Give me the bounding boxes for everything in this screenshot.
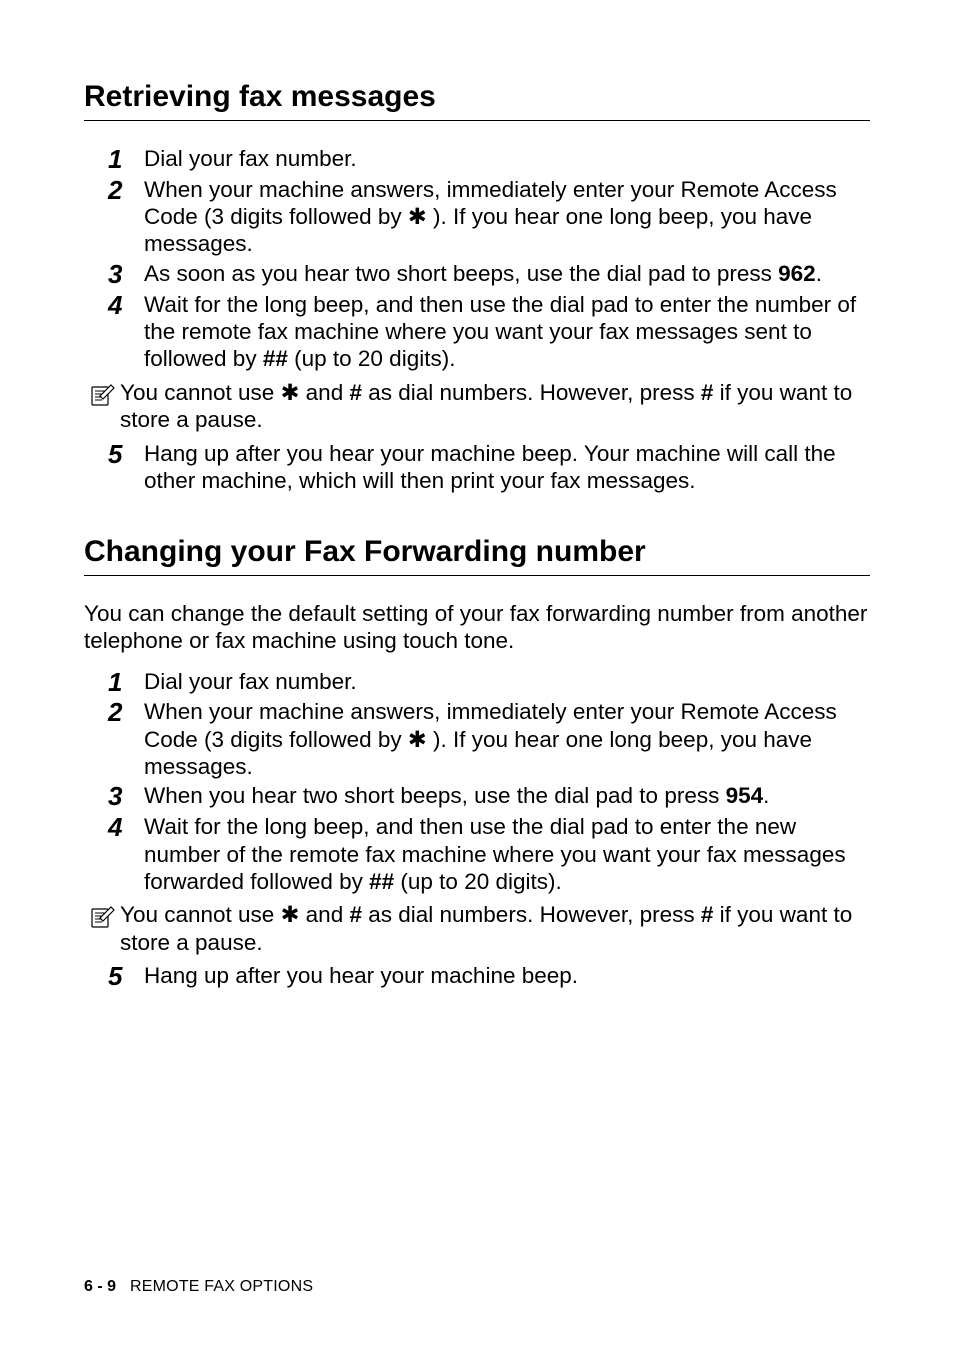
steps-list-2-cont: 5 Hang up after you hear your machine be… [108, 962, 870, 991]
star-symbol: ✱ [408, 727, 427, 752]
code-text: 962 [778, 261, 816, 286]
step-2-4: 4 Wait for the long beep, and then use t… [108, 813, 870, 895]
step-text: When your machine answers, immediately e… [144, 698, 870, 780]
note-text: You cannot use ✱ and # as dial numbers. … [120, 379, 870, 434]
step-2-2: 2 When your machine answers, immediately… [108, 698, 870, 780]
step-number: 2 [108, 176, 144, 205]
chapter-title: REMOTE FAX OPTIONS [130, 1278, 313, 1295]
hash-symbol: # [701, 902, 714, 927]
step-number: 1 [108, 668, 144, 697]
step-number: 3 [108, 260, 144, 289]
note-icon [84, 901, 120, 931]
step-1-4: 4 Wait for the long beep, and then use t… [108, 291, 870, 373]
step-2-5: 5 Hang up after you hear your machine be… [108, 962, 870, 991]
page-footer: 6 - 9 REMOTE FAX OPTIONS [84, 1278, 313, 1296]
step-text: When your machine answers, immediately e… [144, 176, 870, 258]
step-2-3: 3 When you hear two short beeps, use the… [108, 782, 870, 811]
step-number: 2 [108, 698, 144, 727]
note-icon [84, 379, 120, 409]
text-segment: (up to 20 digits). [394, 869, 562, 894]
text-segment: You cannot use [120, 902, 281, 927]
code-text: ## [369, 869, 394, 894]
text-segment: . [816, 261, 822, 286]
hash-symbol: # [349, 380, 362, 405]
hash-symbol: # [701, 380, 714, 405]
section-gap [84, 497, 870, 535]
text-segment: You cannot use [120, 380, 281, 405]
step-text: Dial your fax number. [144, 668, 870, 695]
text-segment: Wait for the long beep, and then use the… [144, 292, 856, 372]
step-1-1: 1 Dial your fax number. [108, 145, 870, 174]
step-number: 5 [108, 440, 144, 469]
step-text: Hang up after you hear your machine beep… [144, 440, 870, 495]
text-segment: and [299, 380, 349, 405]
step-1-3: 3 As soon as you hear two short beeps, u… [108, 260, 870, 289]
step-text: When you hear two short beeps, use the d… [144, 782, 870, 809]
page-number: 6 - 9 [84, 1278, 116, 1295]
star-symbol: ✱ [408, 204, 427, 229]
text-segment: When you hear two short beeps, use the d… [144, 783, 726, 808]
step-text: Wait for the long beep, and then use the… [144, 813, 870, 895]
step-text: Dial your fax number. [144, 145, 870, 172]
step-1-2: 2 When your machine answers, immediately… [108, 176, 870, 258]
step-1-5: 5 Hang up after you hear your machine be… [108, 440, 870, 495]
note-text: You cannot use ✱ and # as dial numbers. … [120, 901, 870, 956]
text-segment: . [763, 783, 769, 808]
code-text: 954 [726, 783, 764, 808]
section-heading-retrieving: Retrieving fax messages [84, 80, 870, 121]
text-segment: as dial numbers. However, press [362, 380, 701, 405]
code-text: ## [263, 346, 288, 371]
step-number: 4 [108, 813, 144, 842]
step-number: 1 [108, 145, 144, 174]
star-symbol: ✱ [281, 380, 300, 405]
steps-list-1: 1 Dial your fax number. 2 When your mach… [108, 145, 870, 373]
hash-symbol: # [349, 902, 362, 927]
step-number: 4 [108, 291, 144, 320]
star-symbol: ✱ [281, 902, 300, 927]
text-segment: As soon as you hear two short beeps, use… [144, 261, 778, 286]
note-row-1: You cannot use ✱ and # as dial numbers. … [84, 379, 870, 434]
text-segment: as dial numbers. However, press [362, 902, 701, 927]
step-number: 5 [108, 962, 144, 991]
text-segment: (up to 20 digits). [288, 346, 456, 371]
step-text: Wait for the long beep, and then use the… [144, 291, 870, 373]
step-text: As soon as you hear two short beeps, use… [144, 260, 870, 287]
step-number: 3 [108, 782, 144, 811]
manual-page: Retrieving fax messages 1 Dial your fax … [0, 0, 954, 1352]
note-row-2: You cannot use ✱ and # as dial numbers. … [84, 901, 870, 956]
steps-list-1-cont: 5 Hang up after you hear your machine be… [108, 440, 870, 495]
section-intro: You can change the default setting of yo… [84, 600, 870, 654]
steps-list-2: 1 Dial your fax number. 2 When your mach… [108, 668, 870, 896]
text-segment: and [299, 902, 349, 927]
step-2-1: 1 Dial your fax number. [108, 668, 870, 697]
section-heading-changing: Changing your Fax Forwarding number [84, 535, 870, 576]
step-text: Hang up after you hear your machine beep… [144, 962, 870, 989]
